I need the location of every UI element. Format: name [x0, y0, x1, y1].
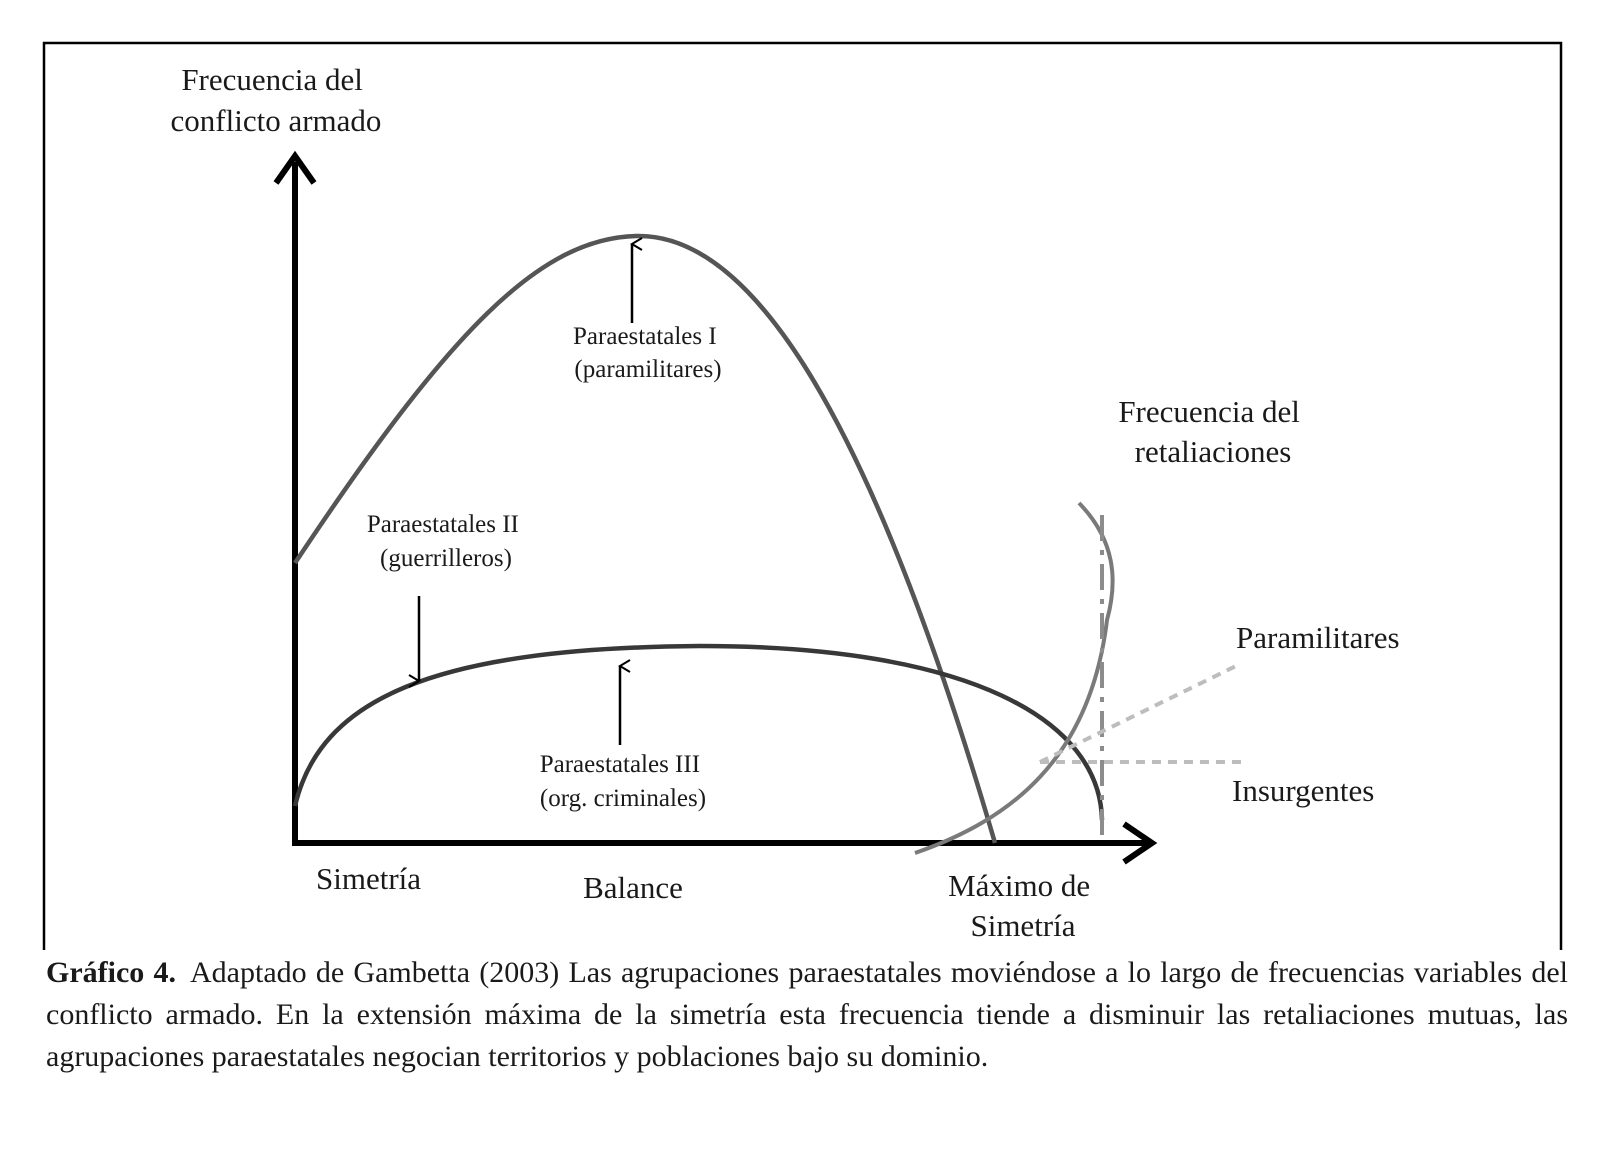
- x-axis: [292, 821, 1158, 865]
- label-paraestatales-1: Paraestatales I (paramilitares): [573, 323, 723, 383]
- y-axis: [273, 150, 317, 843]
- label-insurgentes: Insurgentes: [1232, 773, 1374, 808]
- figure-caption: Gráfico 4. Adaptado de Gambetta (2003) La…: [46, 952, 1568, 1078]
- x-label-maximo-simetria: Máximo de Simetría: [948, 868, 1098, 943]
- y-axis-arrowhead: [273, 150, 317, 185]
- curve-paraestatales-3: [292, 643, 1105, 821]
- retaliation-label: Frecuencia del retaliaciones: [1118, 394, 1307, 469]
- caption-text: Adaptado de Gambetta (2003) Las agrupaci…: [46, 956, 1568, 1073]
- y-axis-label: Frecuencia del conflicto armado: [171, 62, 382, 138]
- diagram: Frecuencia del conflicto armado Paraesta…: [42, 41, 1563, 950]
- label-paraestatales-3: Paraestatales III (org. criminales): [540, 751, 707, 812]
- retaliation-curve: [914, 501, 1115, 855]
- paramilitares-dashed-line: [1039, 663, 1239, 764]
- x-label-balance: Balance: [583, 870, 683, 905]
- x-label-simetria: Simetría: [316, 861, 421, 896]
- label-paramilitares: Paramilitares: [1236, 620, 1400, 655]
- caption-label: Gráfico 4.: [46, 956, 177, 989]
- curve-paraestatales-1: [293, 233, 998, 844]
- figure-frame: [42, 41, 1563, 950]
- label-paraestatales-2: Paraestatales II (guerrilleros): [367, 511, 525, 572]
- x-axis-arrowhead: [1122, 821, 1158, 865]
